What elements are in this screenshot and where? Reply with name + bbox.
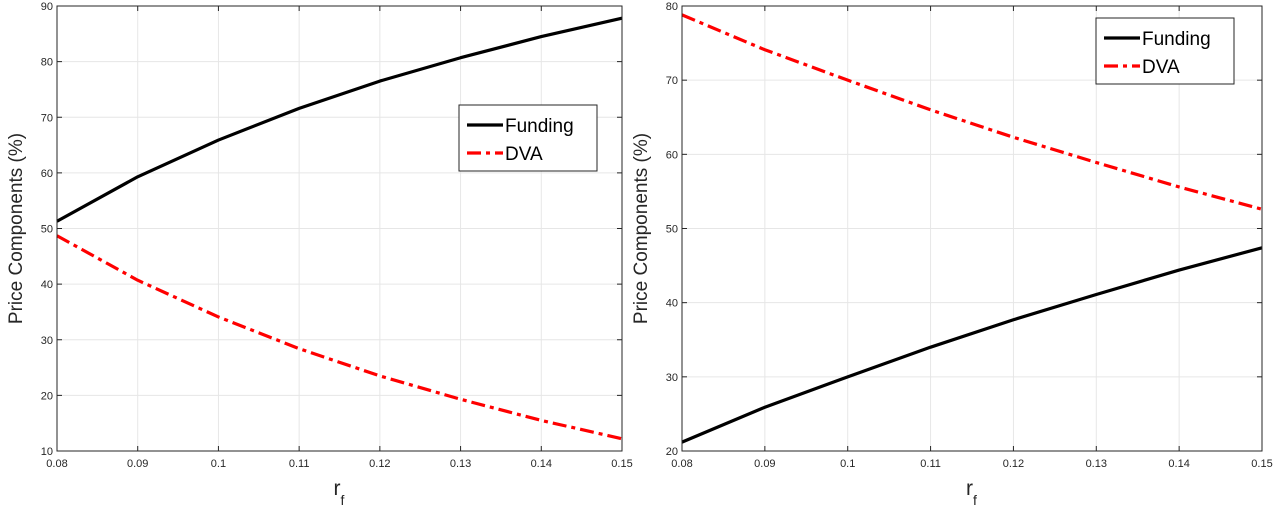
y-tick-label: 30 [666, 372, 678, 384]
y-tick-label: 20 [666, 446, 678, 458]
chart-left: 0.08 0.09 0.1 0.11 0.12 0.13 0.14 0.15 10 20 30 40 5… [6, 1, 633, 508]
y-tick-label: 30 [41, 335, 53, 347]
y-tick-label: 40 [666, 298, 678, 310]
x-tick-label: 0.09 [127, 458, 148, 470]
x-tick-label: 0.09 [754, 458, 775, 470]
legend: Funding DVA [1095, 17, 1235, 85]
legend-label-funding: Funding [505, 116, 574, 137]
x-tick-label: 0.11 [289, 458, 310, 470]
x-tick-label: 0.12 [369, 458, 390, 470]
y-tick-label: 20 [41, 390, 53, 402]
chart-right: 0.08 0.09 0.1 0.11 0.12 0.13 0.14 0.15 20 30 40 50 6… [631, 1, 1273, 508]
legend-label-dva: DVA [1142, 57, 1180, 78]
x-tick-label: 0.1 [840, 458, 855, 470]
x-axis-label: rf [334, 477, 345, 508]
x-tick-label: 0.13 [1086, 458, 1107, 470]
x-tick-label: 0.12 [1003, 458, 1024, 470]
x-tick-label: 0.13 [450, 458, 471, 470]
y-tick-label: 60 [666, 149, 678, 161]
legend-box [458, 104, 598, 172]
y-tick-label: 40 [41, 279, 53, 291]
y-axis-label: Price Components (%) [631, 133, 652, 324]
x-tick-label: 0.14 [1168, 458, 1189, 470]
series-line-funding [56, 16, 623, 223]
x-tick-label: 0.15 [1251, 458, 1272, 470]
x-tick-label: 0.08 [46, 458, 67, 470]
x-tick-label: 0.08 [671, 458, 692, 470]
y-tick-label: 10 [41, 446, 53, 458]
x-axis-label: rf [966, 477, 977, 508]
y-tick-label: 70 [666, 75, 678, 87]
series-line-funding [681, 246, 1263, 444]
x-tick-label: 0.1 [211, 458, 226, 470]
y-tick-label: 80 [41, 57, 53, 69]
y-axis-label: Price Components (%) [6, 133, 27, 324]
y-tick-label: 50 [41, 224, 53, 236]
legend-box [1095, 17, 1235, 85]
legend-label-funding: Funding [1142, 29, 1211, 50]
y-tick-label: 60 [41, 168, 53, 180]
y-tick-label: 50 [666, 224, 678, 236]
legend-label-dva: DVA [505, 144, 543, 165]
x-tick-label: 0.11 [920, 458, 941, 470]
y-tick-label: 90 [41, 1, 53, 13]
y-tick-label: 80 [666, 1, 678, 13]
x-tick-label: 0.14 [531, 458, 552, 470]
legend: Funding DVA [458, 104, 598, 172]
x-tick-label: 0.15 [611, 458, 632, 470]
x-axis-label-subscript: f [973, 492, 977, 508]
y-tick-label: 70 [41, 112, 53, 124]
series-line-dva [56, 234, 623, 441]
x-axis-label-subscript: f [341, 492, 345, 508]
series-line-dva [681, 13, 1263, 211]
